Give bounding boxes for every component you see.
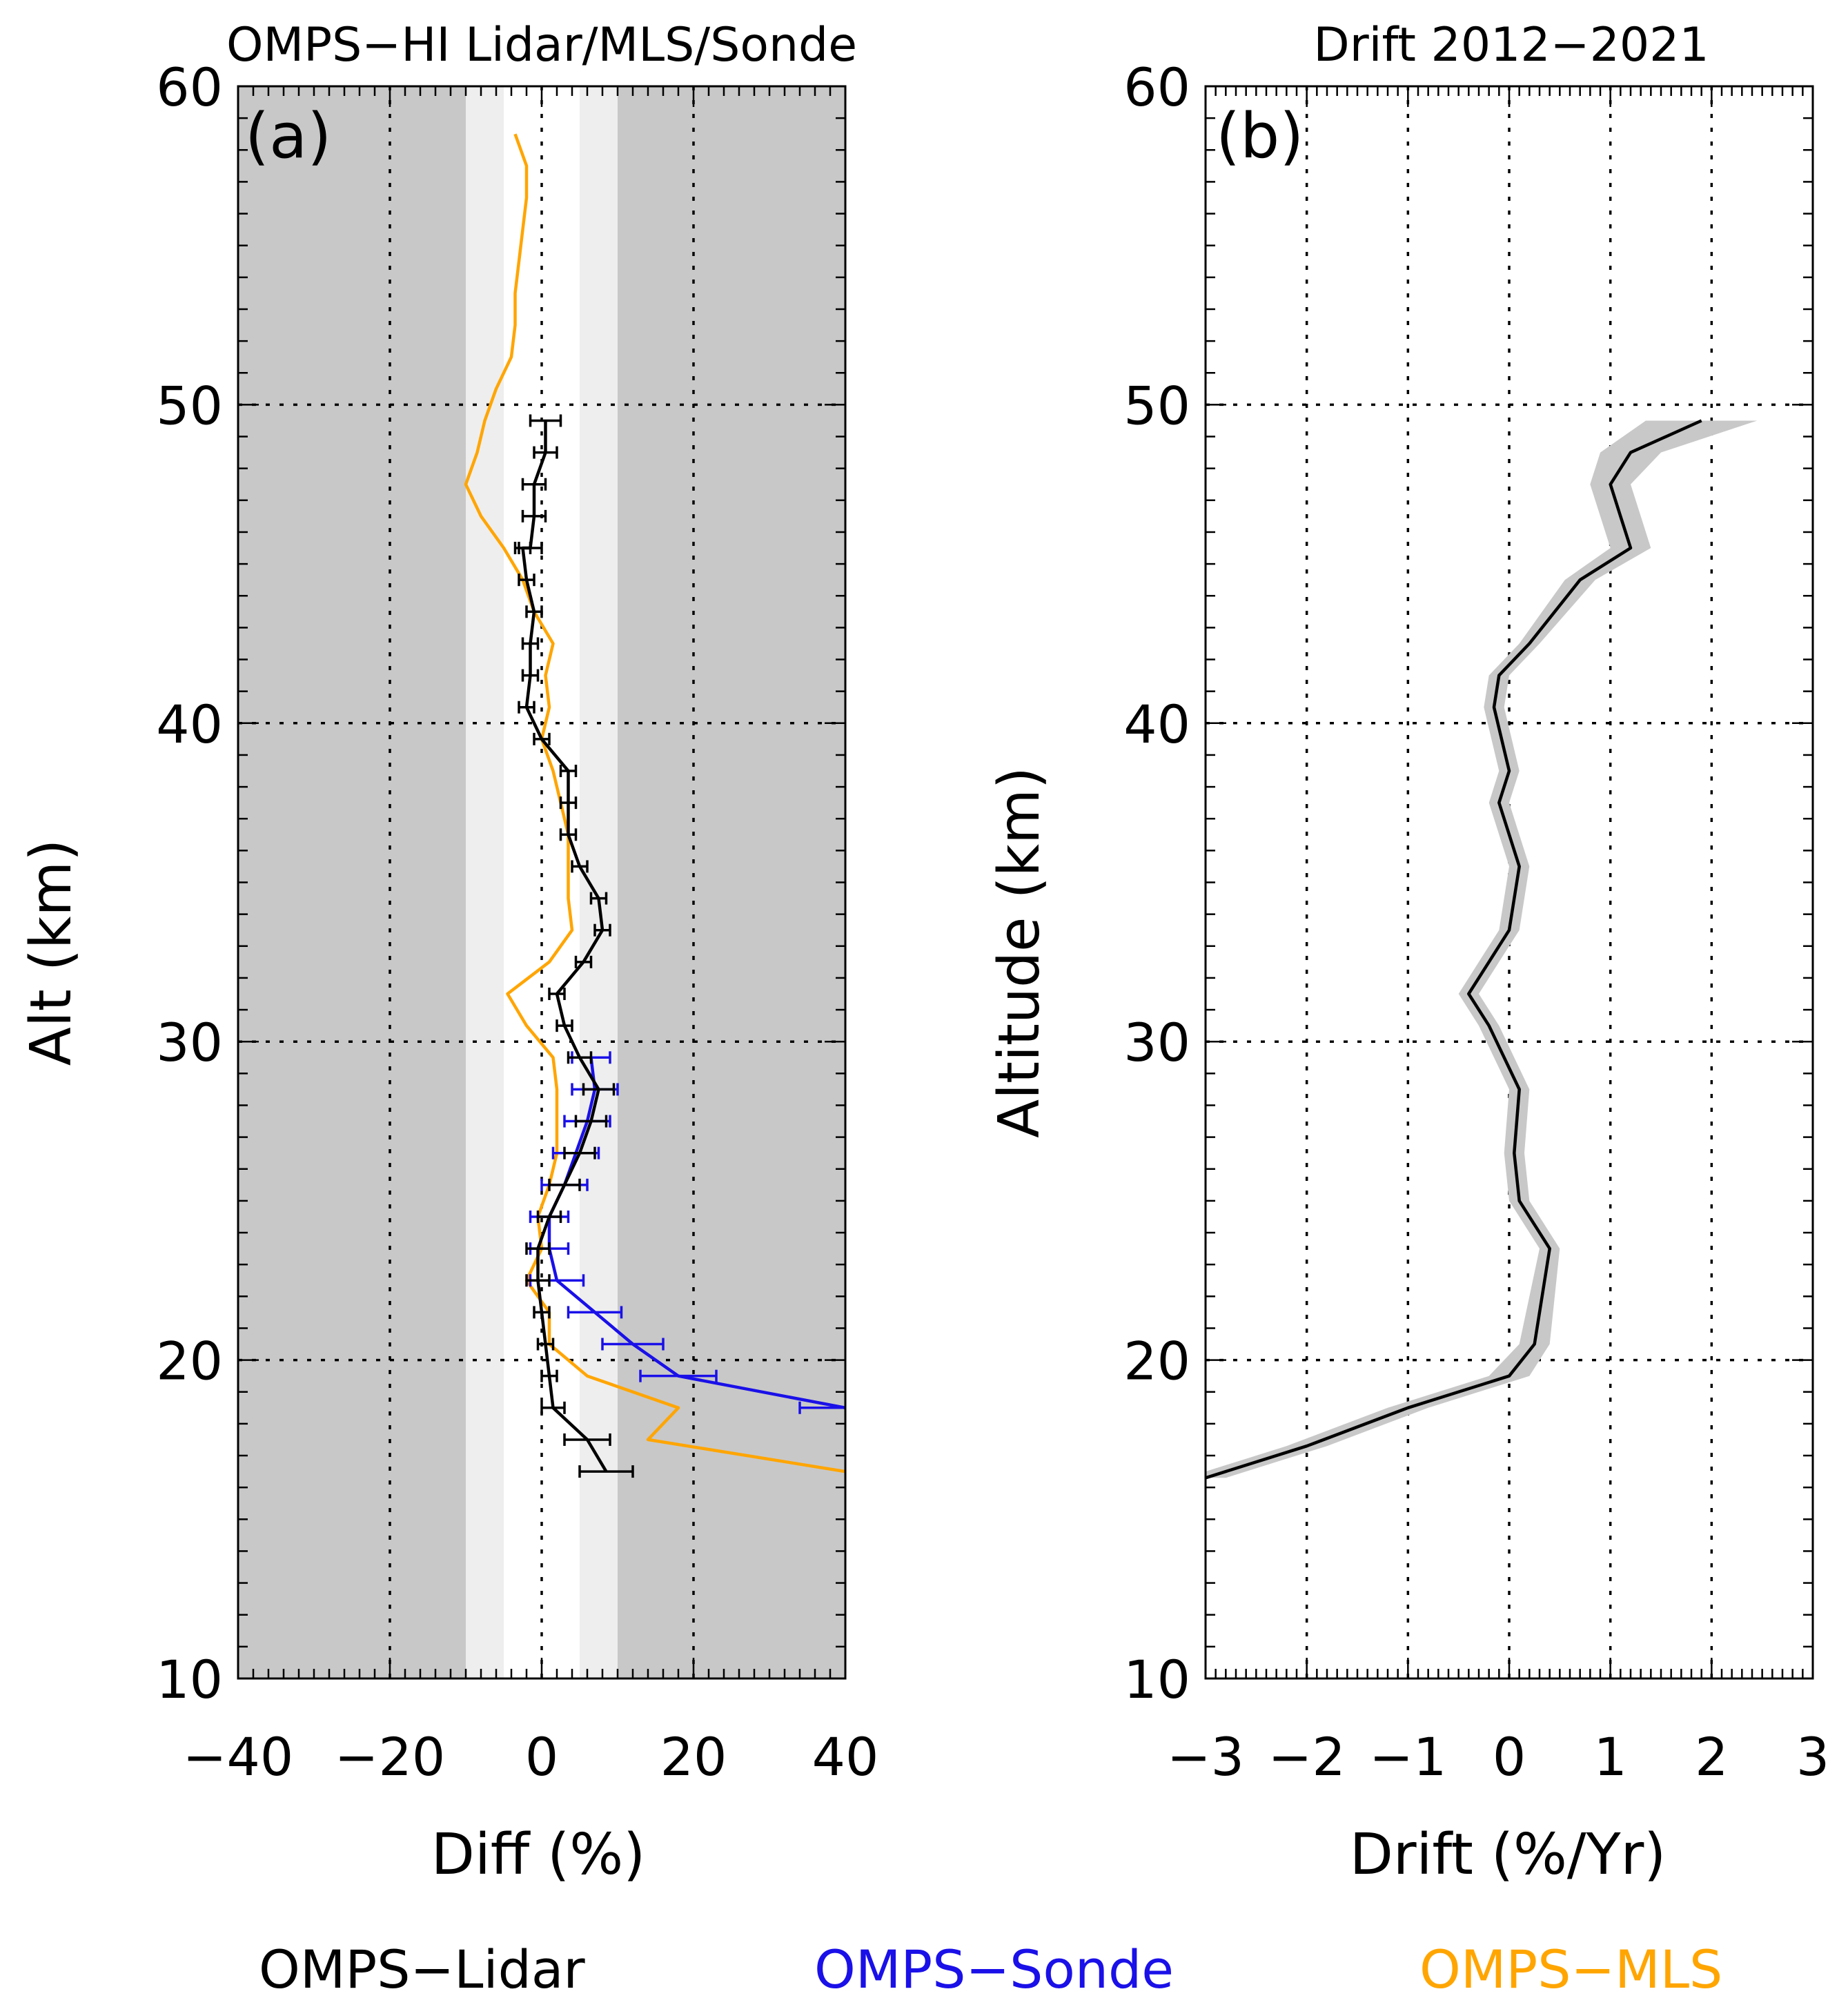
panel-b-data: [1206, 419, 1758, 1480]
x-tick-label: −2: [1268, 1726, 1346, 1788]
y-tick-label: 40: [156, 694, 223, 755]
legend-sonde: OMPS−Sonde: [814, 1939, 1174, 2000]
shade-dark-right: [618, 86, 845, 1678]
x-tick-label: 20: [660, 1726, 727, 1788]
y-tick-label: 20: [156, 1331, 223, 1392]
x-tick-label: 0: [1493, 1726, 1526, 1788]
panel-b-title: Drift 2012−2021: [1313, 18, 1709, 72]
x-tick-label: 1: [1593, 1726, 1626, 1788]
panel-b-label: (b): [1216, 100, 1304, 173]
panel-a-xlabel: Diff (%): [431, 1822, 645, 1888]
panel-a-tick-labels: −40 −20 0 20 40 10 20 30 40 50 60: [156, 57, 878, 1788]
panel-a-ylabel: Alt (km): [19, 839, 84, 1066]
panel-a: OMPS−HI Lidar/MLS/Sonde −40 −20 0 20 40 10 20 3…: [19, 18, 878, 1888]
x-tick-label: 0: [525, 1726, 558, 1788]
panel-b-tick-labels: −3 −2 −1 0 1 2 3 10 20 30 40 50 60: [1123, 57, 1829, 1788]
panel-b-minor-ticks: [1204, 85, 1814, 1680]
y-tick-label: 20: [1123, 1331, 1190, 1392]
panel-a-title: OMPS−HI Lidar/MLS/Sonde: [226, 18, 857, 72]
y-tick-label: 10: [156, 1649, 223, 1710]
y-tick-label: 30: [1123, 1012, 1190, 1073]
legend-mls: OMPS−MLS: [1419, 1939, 1722, 2000]
panel-b: Drift 2012−2021 −3 −2 −1 0 1 2 3 10 20 30 40 50 60 (…: [987, 18, 1829, 1888]
x-tick-label: −1: [1369, 1726, 1446, 1788]
y-tick-label: 50: [156, 375, 223, 436]
y-tick-label: 30: [156, 1012, 223, 1073]
panel-b-ylabel: Altitude (km): [987, 767, 1052, 1138]
drift-line: [1206, 419, 1702, 1480]
shade-light-right: [580, 86, 618, 1678]
x-tick-label: 40: [812, 1726, 879, 1788]
panel-a-data: [464, 133, 845, 1478]
y-tick-label: 40: [1123, 694, 1190, 755]
x-tick-label: −3: [1167, 1726, 1244, 1788]
y-tick-label: 50: [1123, 375, 1190, 436]
legend: OMPS−Lidar OMPS−Sonde OMPS−MLS: [259, 1939, 1722, 2000]
panel-a-minor-ticks: [237, 85, 847, 1680]
x-tick-label: −40: [183, 1726, 293, 1788]
x-tick-label: 2: [1695, 1726, 1728, 1788]
shade-dark-left: [238, 86, 466, 1678]
legend-lidar: OMPS−Lidar: [259, 1939, 585, 2000]
panel-a-shading: [238, 86, 845, 1678]
shade-light-left: [466, 86, 504, 1678]
panel-a-label: (a): [245, 100, 331, 173]
clipped-data: [1206, 419, 1758, 1480]
y-tick-label: 60: [1123, 57, 1190, 118]
y-tick-label: 10: [1123, 1649, 1190, 1710]
series-line-1: [547, 1057, 845, 1410]
clipped-data: [464, 133, 845, 1478]
y-tick-label: 60: [156, 57, 223, 118]
x-tick-label: −20: [335, 1726, 445, 1788]
panel-b-xlabel: Drift (%/Yr): [1350, 1822, 1667, 1888]
x-tick-label: 3: [1796, 1726, 1829, 1788]
